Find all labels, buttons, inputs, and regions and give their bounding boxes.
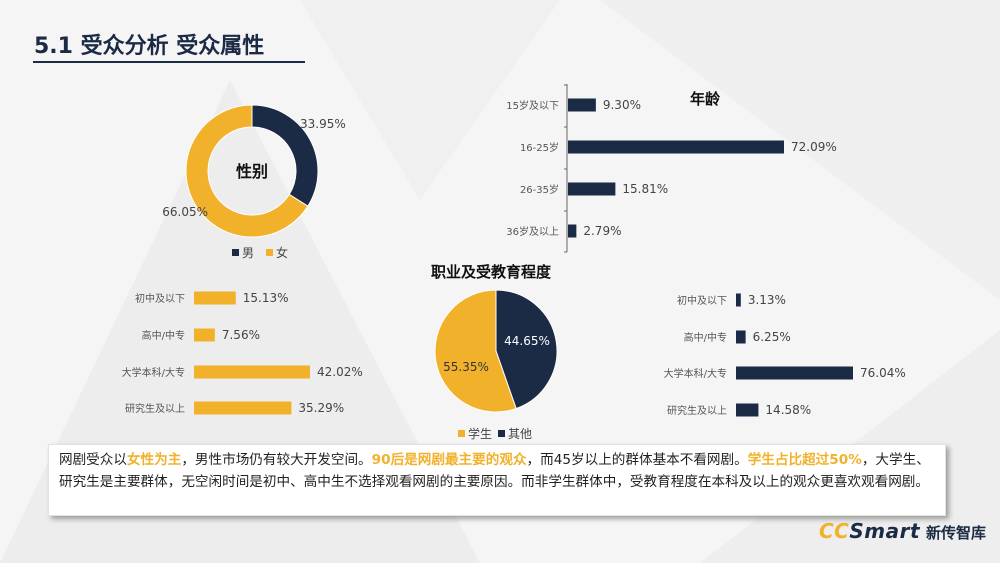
bar-2 — [568, 182, 616, 196]
data-label: 14.58% — [765, 403, 811, 417]
bar-2 — [736, 366, 853, 380]
legend-swatch — [498, 430, 505, 437]
data-label: 9.30% — [603, 98, 641, 112]
bar-1 — [736, 330, 746, 344]
legend-entry: 学生 — [468, 426, 492, 441]
brand-logo-cn: 新传智库 — [926, 524, 987, 542]
chart-title: 性别 — [236, 162, 268, 181]
legend-entry: 其他 — [508, 427, 532, 441]
category-label: 初中及以下 — [677, 294, 727, 307]
bar-2 — [194, 365, 310, 379]
legend-entry: 女 — [276, 245, 288, 260]
summary-highlight: 女性为主 — [126, 452, 182, 468]
summary-segment: ，大学生、研究生是主要群体，无空闲时间是初中、高中生不选择观看网剧的主要原因。而… — [59, 452, 930, 490]
bar-1 — [194, 328, 215, 342]
pie-slice-学生 — [434, 289, 517, 413]
bar-0 — [736, 293, 741, 307]
brand-logo-en: CCSmart — [819, 519, 921, 543]
summary-text-box: 网剧受众以女性为主，男性市场仍有较大开发空间。90后是网剧最主要的观众，而45岁… — [48, 444, 946, 516]
data-label: 3.13% — [748, 293, 786, 307]
bar-0 — [194, 291, 236, 305]
title-underline — [33, 61, 305, 63]
legend-swatch — [232, 249, 239, 256]
data-label: 6.25% — [753, 330, 791, 344]
slice-label: 33.95% — [300, 117, 346, 131]
data-label: 35.29% — [298, 401, 344, 415]
data-label: 76.04% — [860, 366, 906, 380]
legend-entry: 男 — [242, 246, 254, 260]
category-label: 15岁及以下 — [506, 99, 559, 112]
category-label: 16-25岁 — [520, 141, 559, 154]
brand-logo: CCSmart 新传智库 — [819, 519, 986, 543]
summary-segment: ，男性市场仍有较大开发空间。 — [181, 452, 372, 468]
data-label: 15.13% — [243, 291, 289, 305]
pie-slice-其他 — [495, 289, 558, 410]
legend-swatch — [458, 430, 465, 437]
slice-label: 55.35% — [443, 360, 489, 374]
chart-title: 年龄 — [690, 90, 721, 108]
page-title: 5.1 受众分析 受众属性 — [34, 34, 265, 59]
data-label: 7.56% — [222, 328, 260, 342]
slice-label: 44.65% — [504, 334, 550, 348]
data-label: 15.81% — [622, 182, 668, 196]
category-label: 大学本科/大专 — [664, 367, 727, 380]
category-label: 高中/中专 — [142, 329, 185, 342]
donut-slice-女 — [185, 104, 309, 238]
category-label: 研究生及以上 — [667, 404, 727, 417]
category-label: 研究生及以上 — [125, 402, 185, 415]
bar-3 — [194, 401, 292, 415]
data-label: 72.09% — [791, 140, 837, 154]
category-label: 36岁及以上 — [506, 225, 559, 238]
category-label: 高中/中专 — [684, 331, 727, 344]
bar-0 — [568, 98, 596, 112]
bar-1 — [568, 140, 784, 154]
data-label: 42.02% — [317, 365, 363, 379]
category-label: 初中及以下 — [135, 292, 185, 305]
bar-3 — [736, 403, 759, 417]
summary-highlight: 学生占比超过50% — [747, 452, 862, 468]
slice-label: 66.05% — [162, 205, 208, 219]
data-label: 2.79% — [583, 224, 621, 238]
summary-highlight: 90后是网剧最主要的观众 — [371, 452, 527, 468]
category-label: 大学本科/大专 — [122, 366, 185, 379]
summary-segment: 网剧受众以 — [59, 452, 127, 468]
chart-title: 职业及受教育程度 — [431, 263, 552, 281]
legend-swatch — [266, 249, 273, 256]
category-label: 26-35岁 — [520, 183, 559, 196]
summary-segment: ，而45岁以上的群体基本不看网剧。 — [526, 452, 748, 468]
bar-3 — [568, 224, 577, 238]
